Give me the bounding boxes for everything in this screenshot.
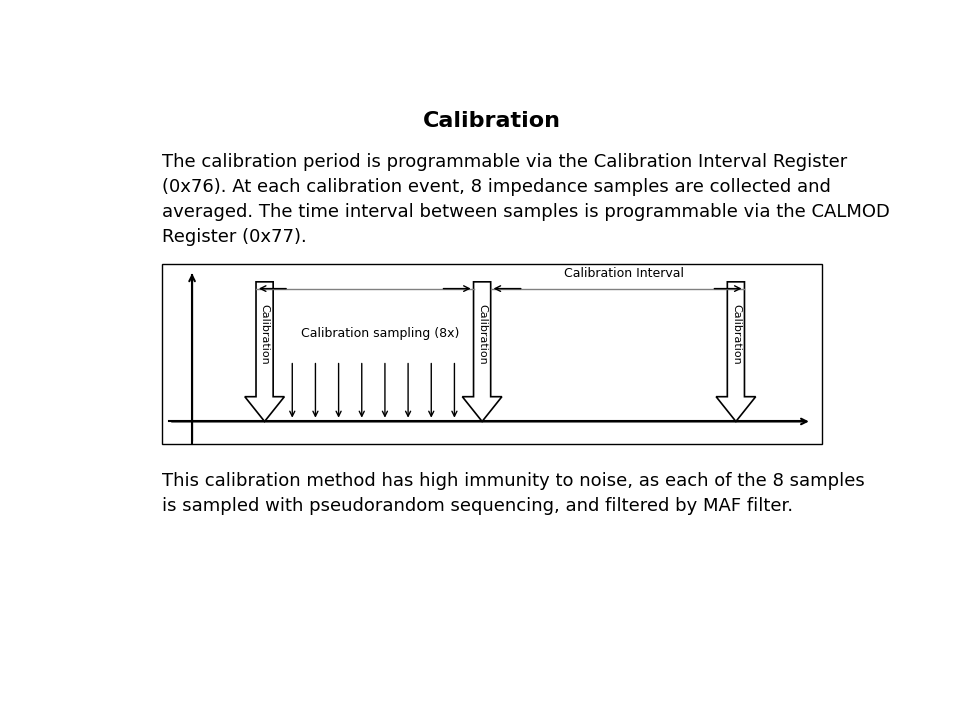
Text: Calibration: Calibration bbox=[423, 112, 561, 131]
Bar bbox=[162, 264, 822, 444]
Text: The calibration period is programmable via the Calibration Interval Register
(0x: The calibration period is programmable v… bbox=[162, 153, 890, 246]
Text: This calibration method has high immunity to noise, as each of the 8 samples
is : This calibration method has high immunit… bbox=[162, 472, 865, 515]
